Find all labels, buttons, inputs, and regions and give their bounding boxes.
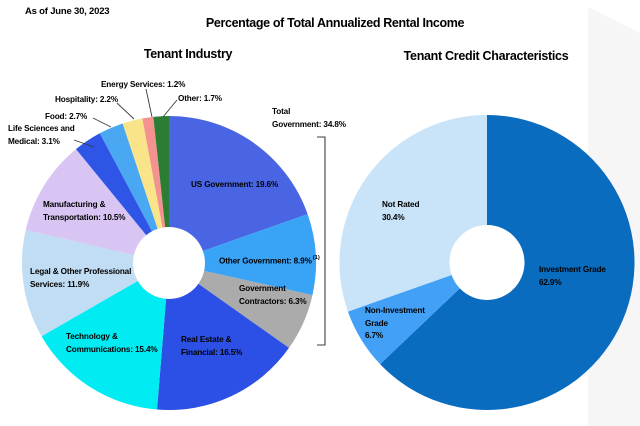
slice-technology-communications bbox=[41, 263, 169, 410]
slice-government-contractors bbox=[169, 263, 313, 348]
tenant-credit-title: Tenant Credit Characteristics bbox=[403, 49, 569, 63]
leader-line-energy-services bbox=[145, 88, 153, 118]
leader-lines bbox=[73, 88, 178, 148]
label-manufacturing-transportation: Manufacturing & Transportation: 10.5% bbox=[43, 200, 126, 222]
tenant-industry-title: Tenant Industry bbox=[143, 47, 233, 61]
label-government-contractors: Government Contractors: 6.3% bbox=[239, 284, 307, 306]
slice-manufacturing-transportation bbox=[25, 149, 169, 263]
slice-other-government bbox=[169, 214, 317, 296]
label-not-rated: Not Rated 30.4% bbox=[382, 200, 420, 222]
label-hospitality: Hospitality: 2.2% bbox=[55, 95, 118, 104]
slice-us-government bbox=[169, 116, 308, 263]
slice-non-investment-grade bbox=[347, 262, 487, 365]
label-other-government-text: Other Government: 8.9% bbox=[219, 256, 312, 266]
label-technology-communications: Technology & Communications: 15.4% bbox=[66, 332, 158, 354]
donut-hole-right bbox=[449, 225, 525, 300]
label-food: Food: 2.7% bbox=[45, 112, 88, 121]
label-total-government: Total Government: 34.8% bbox=[272, 107, 346, 129]
label-other: Other: 1.7% bbox=[178, 94, 222, 103]
label-legal-professional-services: Legal & Other Professional Services: 11.… bbox=[30, 267, 132, 289]
slice-hospitality bbox=[122, 118, 169, 264]
label-life-sciences: Life Sciences and Medical: 3.1% bbox=[8, 124, 75, 146]
label-non-investment-grade: Non-Investment Grade 6.7% bbox=[365, 306, 425, 340]
slice-life-sciences-and-medical bbox=[76, 133, 169, 263]
total-government-bracket bbox=[317, 136, 326, 346]
page-title: Percentage of Total Annualized Rental In… bbox=[205, 16, 465, 30]
label-real-estate-financial: Real Estate & Financial: 16.5% bbox=[181, 335, 243, 357]
donut-hole-left bbox=[133, 227, 205, 299]
label-energy-services: Energy Services: 1.2% bbox=[101, 80, 186, 89]
footnote-marker: (1) bbox=[312, 255, 320, 261]
leader-line-other bbox=[162, 99, 178, 118]
slice-legal-other-professional-services bbox=[21, 230, 169, 337]
tenant-industry-pie bbox=[21, 116, 317, 410]
slice-real-estate-financial bbox=[157, 263, 289, 410]
slice-food bbox=[99, 123, 169, 263]
slice-other bbox=[153, 116, 169, 263]
leader-line-life-sciences bbox=[73, 139, 95, 148]
slice-energy-services bbox=[142, 116, 169, 263]
as-of-date: As of June 30, 2023 bbox=[25, 6, 110, 17]
label-investment-grade: Investment Grade 62.9% bbox=[539, 265, 606, 287]
label-us-government: US Government: 19.6% bbox=[191, 180, 279, 189]
leader-line-hospitality bbox=[116, 102, 135, 120]
leader-line-food bbox=[92, 117, 112, 128]
label-other-government: Other Government: 8.9%(1) bbox=[219, 253, 320, 268]
